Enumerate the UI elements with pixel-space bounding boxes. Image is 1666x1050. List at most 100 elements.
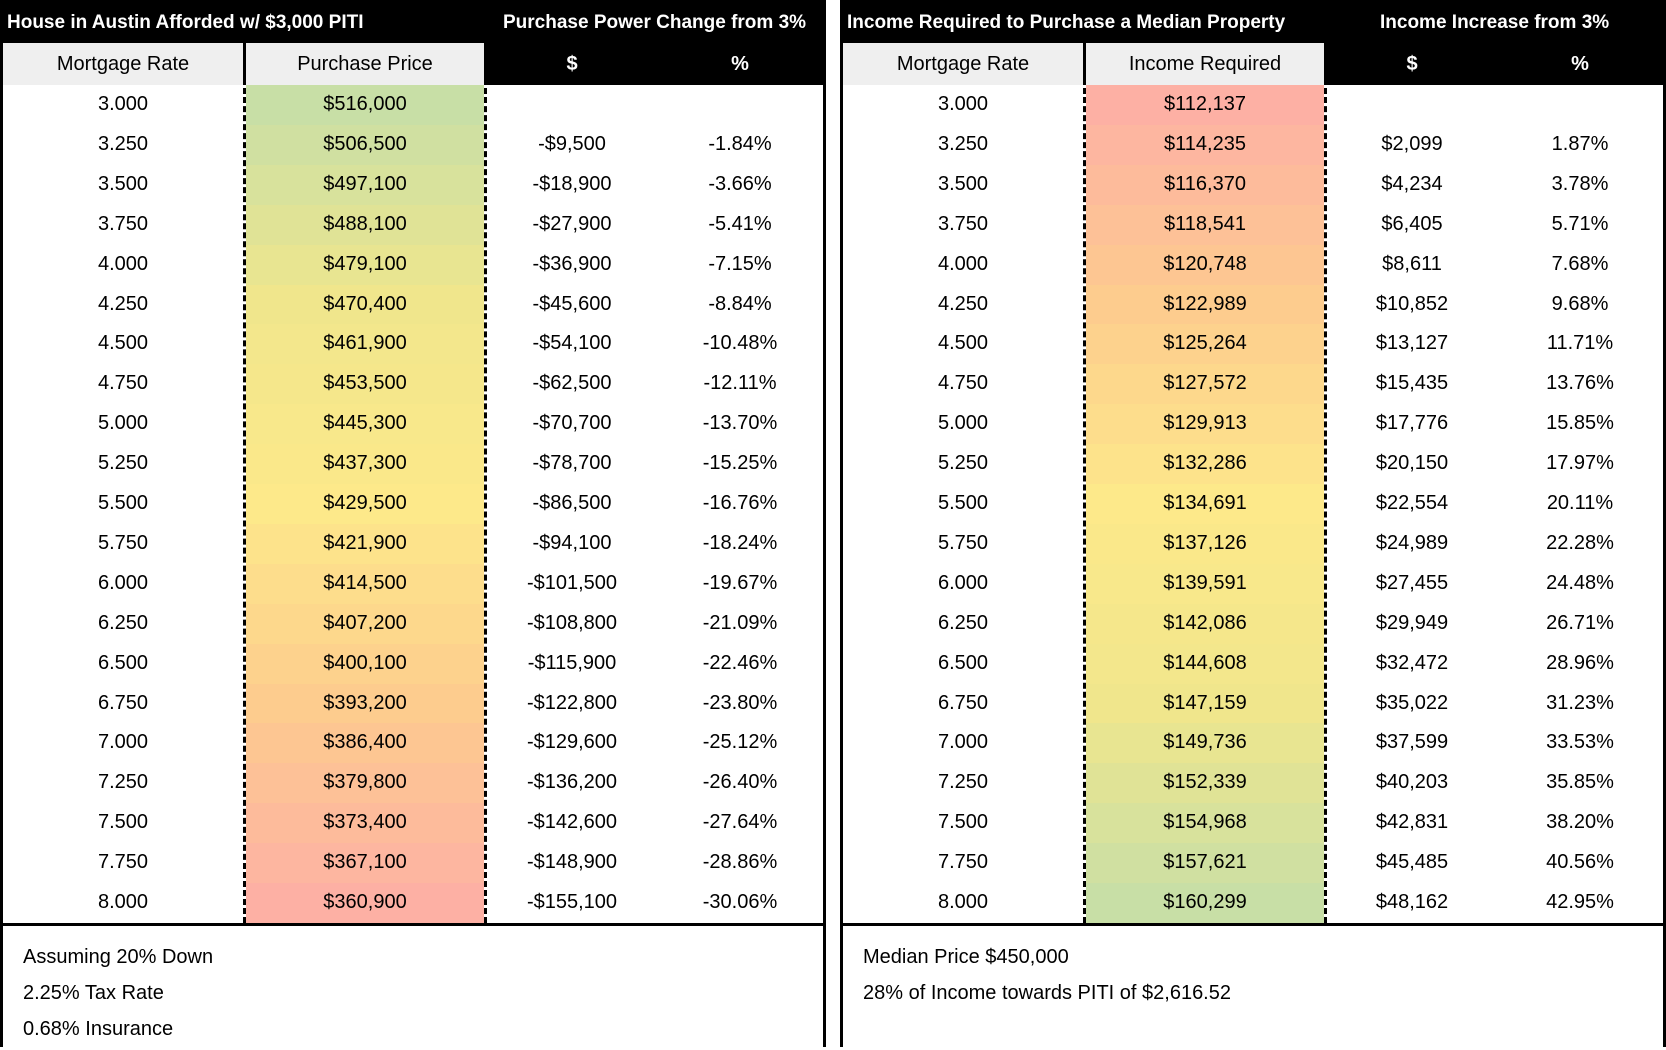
percent-change-cell: 33.53%: [1546, 731, 1614, 754]
mortgage-rate-cell: 5.750: [97, 531, 149, 554]
percent-change-cell: -25.12%: [702, 731, 778, 754]
income-required-cell: $147,159: [1086, 683, 1324, 724]
mortgage-rate-cell: 3.750: [937, 212, 989, 235]
column-divider: [484, 43, 487, 923]
table-row: 3.250 $506,500 -$9,500 -1.84%: [3, 124, 823, 165]
purchase-price-cell: $386,400: [246, 723, 484, 764]
percent-change-cell: 7.68%: [1551, 252, 1609, 275]
mortgage-rate-cell: 4.000: [937, 252, 989, 275]
dollar-change-cell: -$155,100: [526, 891, 618, 914]
header-percent-increase: %: [1571, 53, 1589, 75]
dollar-change-cell: -$148,900: [526, 851, 618, 874]
dollar-change-cell: -$78,700: [532, 452, 612, 475]
table-row: 5.000 $129,913 $17,776 15.85%: [843, 404, 1663, 445]
dollar-change-cell: $40,203: [1375, 771, 1449, 794]
dollar-change-cell: -$101,500: [526, 571, 618, 594]
dollar-change-cell: -$45,600: [532, 292, 612, 315]
mortgage-rate-cell: 4.000: [97, 252, 149, 275]
table-row: 4.500 $461,900 -$54,100 -10.48%: [3, 324, 823, 365]
income-required-cell: $127,572: [1086, 364, 1324, 405]
purchase-power-table: House in Austin Afforded w/ $3,000 PITI …: [0, 0, 826, 1050]
income-required-cell: $129,913: [1086, 404, 1324, 445]
dollar-change-cell: -$36,900: [532, 252, 612, 275]
title-bar: House in Austin Afforded w/ $3,000 PITI …: [3, 3, 823, 43]
dollar-change-cell: [487, 85, 657, 125]
percent-change-cell: -23.80%: [702, 691, 778, 714]
percent-change-cell: 13.76%: [1546, 372, 1614, 395]
table-row: 6.000 $414,500 -$101,500 -19.67%: [3, 563, 823, 604]
percent-change-cell: 5.71%: [1551, 212, 1609, 235]
percent-change-cell: -22.46%: [702, 651, 778, 674]
dollar-change-cell: -$62,500: [532, 372, 612, 395]
dollar-change-cell: -$108,800: [526, 611, 618, 634]
mortgage-rate-cell: 3.500: [937, 172, 989, 195]
mortgage-rate-cell: 6.500: [97, 651, 149, 674]
table-row: 4.750 $127,572 $15,435 13.76%: [843, 364, 1663, 405]
dollar-change-cell: -$129,600: [526, 731, 618, 754]
mortgage-rate-cell: 3.000: [97, 93, 149, 115]
header-mortgage-rate: Mortgage Rate: [3, 43, 243, 85]
dollar-change-cell: -$54,100: [532, 332, 612, 355]
table-row: 5.750 $137,126 $24,989 22.28%: [843, 523, 1663, 564]
table-row: 7.250 $152,339 $40,203 35.85%: [843, 763, 1663, 804]
percent-change-cell: 28.96%: [1546, 651, 1614, 674]
dollar-change-cell: $29,949: [1375, 611, 1449, 634]
table-row: 6.750 $393,200 -$122,800 -23.80%: [3, 683, 823, 724]
percent-change-cell: -26.40%: [702, 771, 778, 794]
dollar-change-cell: $35,022: [1375, 691, 1449, 714]
income-required-cell: $116,370: [1086, 164, 1324, 205]
table-row: 5.250 $437,300 -$78,700 -15.25%: [3, 444, 823, 485]
table-row: 7.500 $154,968 $42,831 38.20%: [843, 803, 1663, 844]
table-row: 3.500 $116,370 $4,234 3.78%: [843, 164, 1663, 205]
table-row: 5.000 $445,300 -$70,700 -13.70%: [3, 404, 823, 445]
income-required-cell: $134,691: [1086, 484, 1324, 524]
column-divider: [1083, 43, 1086, 923]
dollar-change-cell: $24,989: [1375, 531, 1449, 554]
mortgage-rate-cell: 4.500: [97, 332, 149, 355]
income-required-cell: $144,608: [1086, 643, 1324, 684]
mortgage-rate-cell: 7.500: [97, 811, 149, 834]
income-required-cell: $118,541: [1086, 204, 1324, 245]
table-row: 3.500 $497,100 -$18,900 -3.66%: [3, 164, 823, 205]
income-required-cell: $149,736: [1086, 723, 1324, 764]
dollar-change-cell: $37,599: [1375, 731, 1449, 754]
purchase-price-cell: $407,200: [246, 603, 484, 644]
table-row: 4.250 $122,989 $10,852 9.68%: [843, 284, 1663, 325]
note-down-payment: Assuming 20% Down: [23, 946, 214, 968]
table-row: 3.000 $516,000: [3, 85, 823, 125]
dollar-change-cell: -$142,600: [526, 811, 618, 834]
purchase-price-cell: $400,100: [246, 643, 484, 684]
column-headers: Mortgage Rate Income Required $ %: [843, 43, 1663, 85]
mortgage-rate-cell: 8.000: [97, 891, 149, 914]
purchase-price-cell: $373,400: [246, 803, 484, 844]
table-row: 4.750 $453,500 -$62,500 -12.11%: [3, 364, 823, 405]
dollar-change-cell: $20,150: [1375, 452, 1449, 475]
mortgage-rate-cell: 5.500: [937, 492, 989, 515]
mortgage-rate-cell: 5.750: [937, 531, 989, 554]
purchase-price-cell: $414,500: [246, 563, 484, 604]
income-required-cell: $137,126: [1086, 523, 1324, 564]
header-percent-change: %: [731, 53, 749, 75]
table-row: 3.250 $114,235 $2,099 1.87%: [843, 124, 1663, 165]
purchase-price-cell: $470,400: [246, 284, 484, 325]
mortgage-rate-cell: 4.500: [937, 332, 989, 355]
mortgage-rate-cell: 6.750: [937, 691, 989, 714]
mortgage-rate-cell: 3.500: [97, 172, 149, 195]
mortgage-rate-cell: 7.750: [97, 851, 149, 874]
table-body: 3.000 $516,000 3.250 $506,500 -$9,500 -1.84% 3…: [3, 85, 823, 923]
purchase-price-cell: $445,300: [246, 404, 484, 445]
dollar-change-cell: -$18,900: [532, 172, 612, 195]
percent-change-cell: 38.20%: [1546, 811, 1614, 834]
percent-change-cell: 9.68%: [1551, 292, 1609, 315]
percent-change-cell: 26.71%: [1546, 611, 1614, 634]
percent-change-cell: 17.97%: [1546, 452, 1614, 475]
percent-change-cell: -13.70%: [702, 412, 778, 435]
table-row: 3.750 $118,541 $6,405 5.71%: [843, 204, 1663, 245]
percent-change-cell: -3.66%: [708, 172, 772, 195]
table-row: 7.000 $149,736 $37,599 33.53%: [843, 723, 1663, 764]
dollar-change-cell: $32,472: [1375, 651, 1449, 674]
header-purchase-price: Purchase Price: [246, 43, 484, 85]
mortgage-rate-cell: 4.750: [97, 372, 149, 395]
income-required-cell: $160,299: [1086, 883, 1324, 923]
note-insurance: 0.68% Insurance: [23, 1018, 174, 1040]
